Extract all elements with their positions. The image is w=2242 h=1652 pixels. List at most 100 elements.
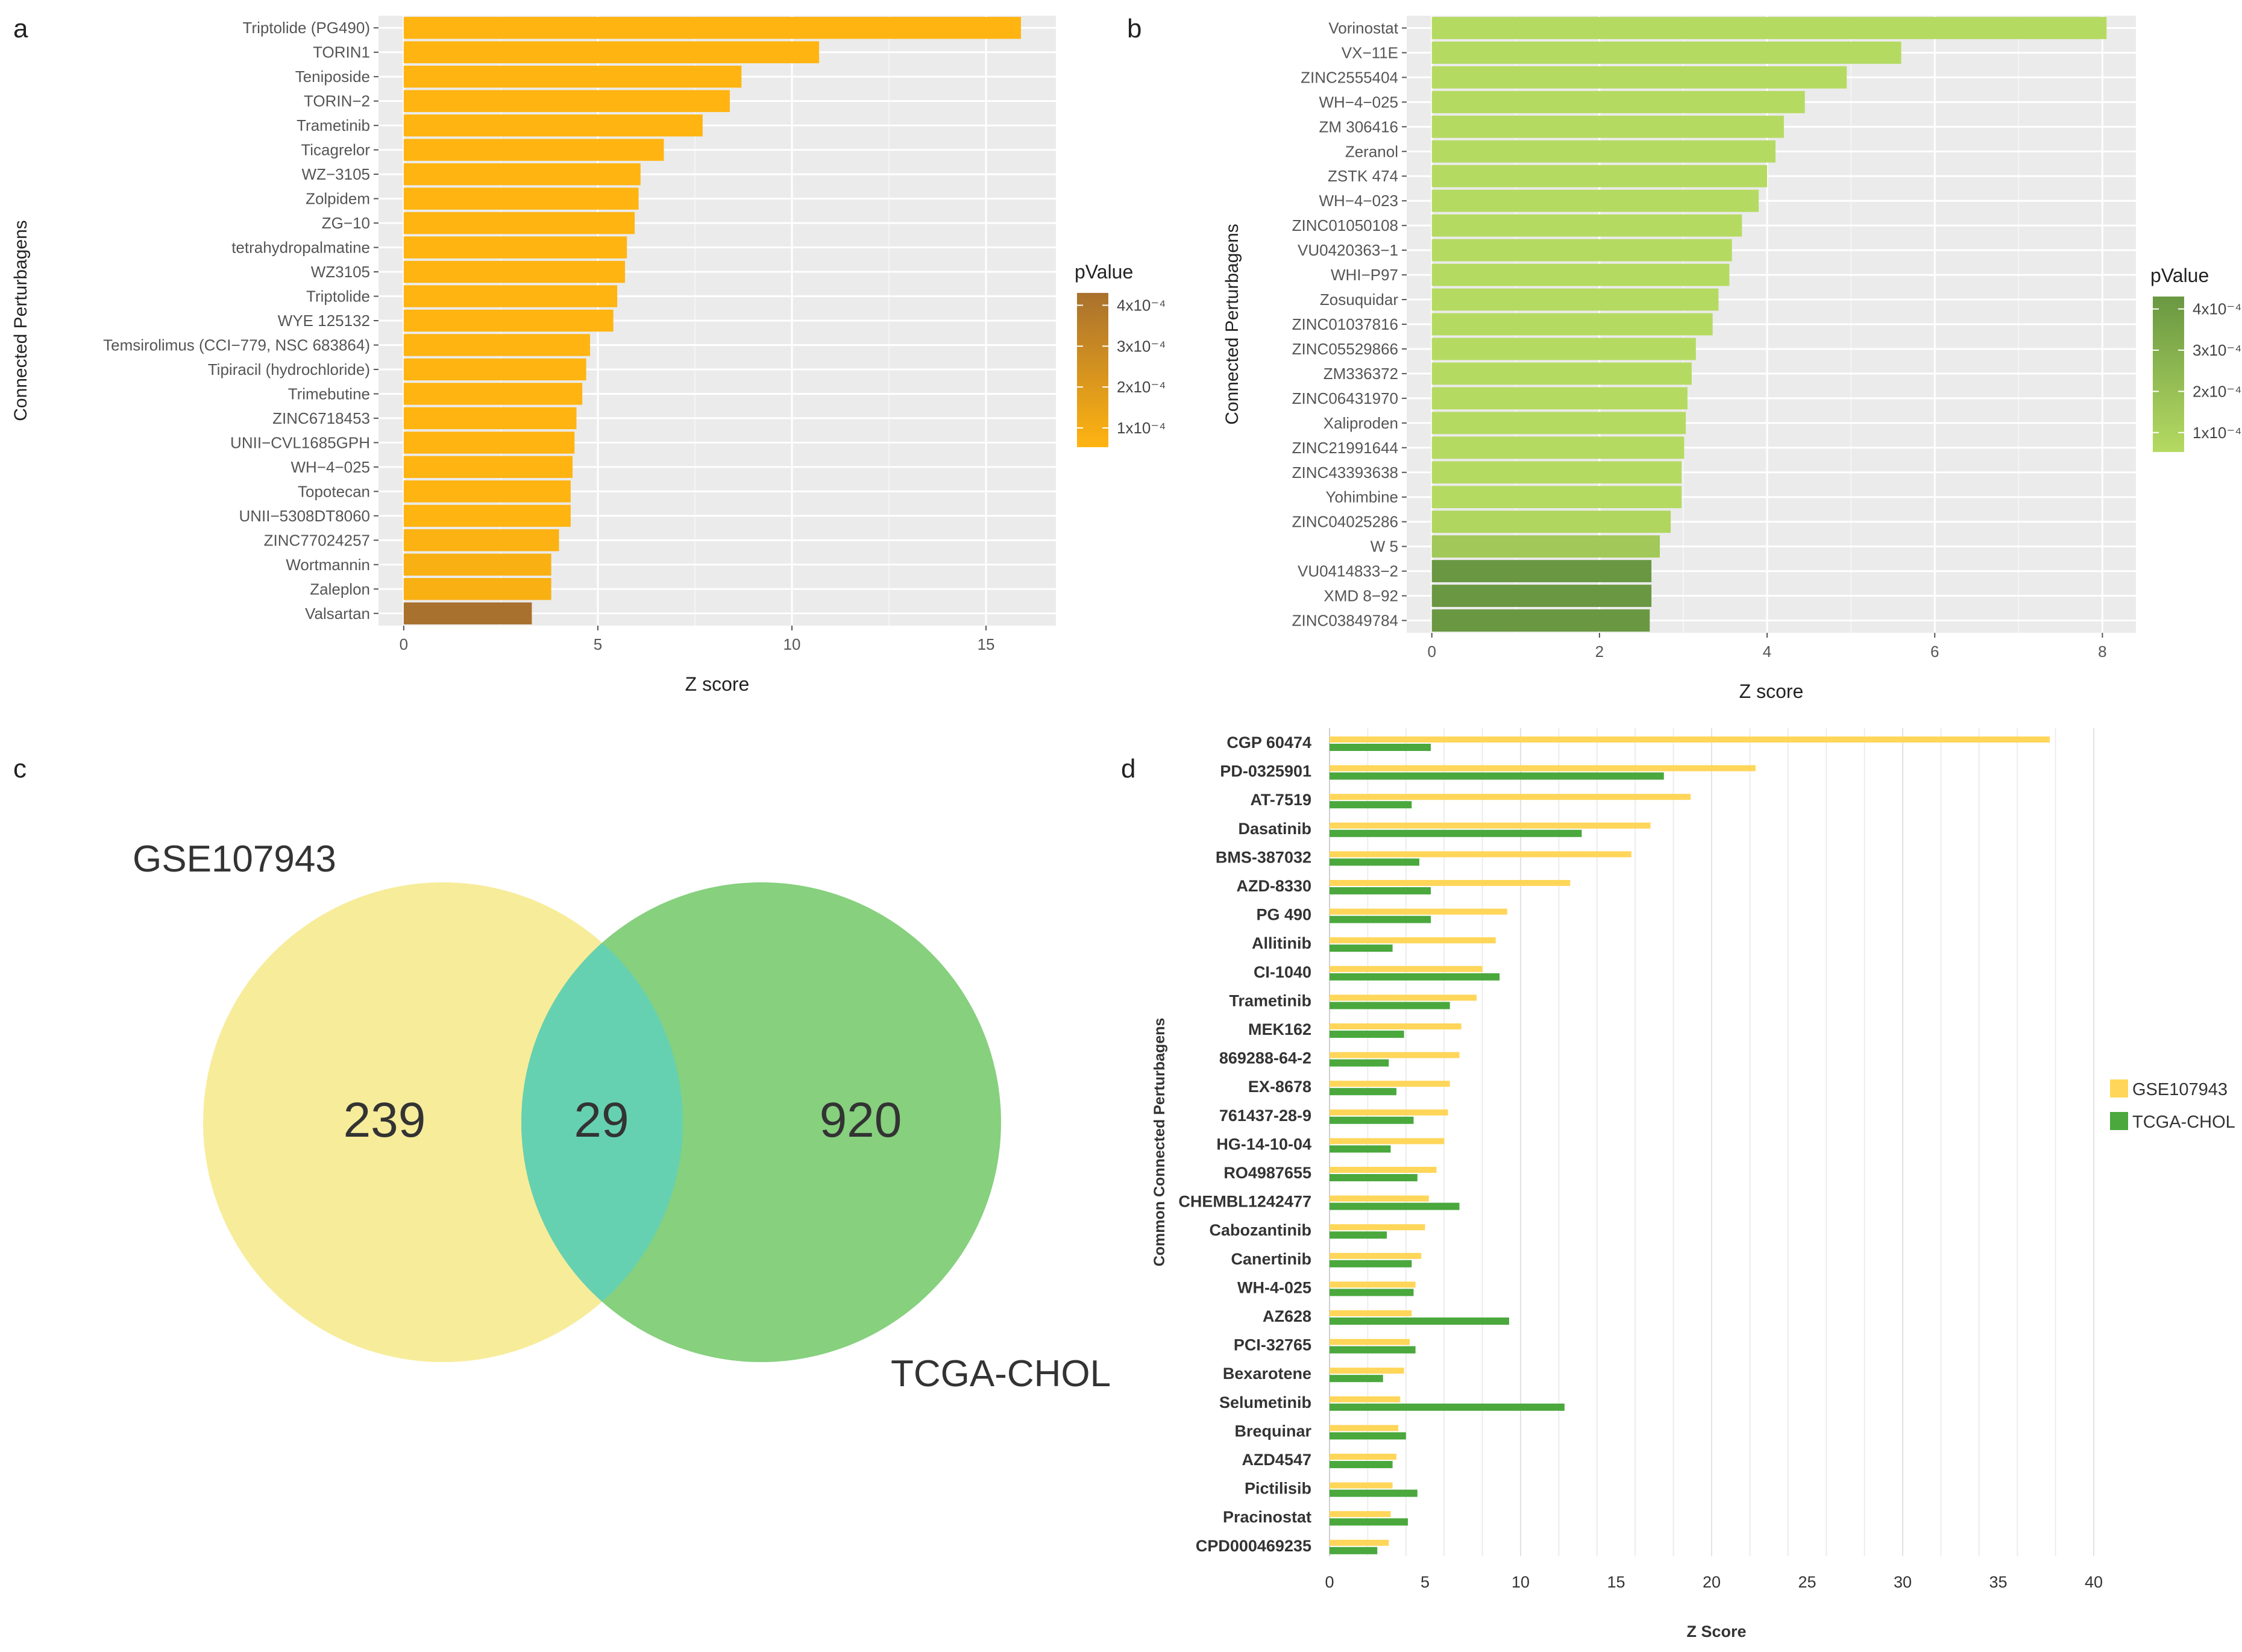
bar bbox=[1431, 66, 1847, 89]
bar bbox=[1431, 165, 1768, 187]
bar-tcga-chol bbox=[1330, 973, 1500, 981]
bar-tcga-chol bbox=[1330, 1547, 1378, 1554]
legend-label: TCGA-CHOL bbox=[2132, 1113, 2235, 1132]
x-tick-label: 15 bbox=[978, 635, 995, 653]
bar-tcga-chol bbox=[1330, 801, 1412, 809]
bar-tcga-chol bbox=[1330, 1174, 1418, 1181]
category-label: WZ−3105 bbox=[302, 165, 370, 183]
category-label: Wortmannin bbox=[286, 556, 370, 574]
bar bbox=[403, 309, 614, 332]
legend-label: 1x10⁻⁴ bbox=[1117, 419, 1166, 437]
bar bbox=[1431, 585, 1652, 607]
bar bbox=[403, 114, 703, 137]
category-label: Trametinib bbox=[1229, 991, 1311, 1010]
bar bbox=[403, 41, 820, 63]
bar bbox=[1431, 17, 2107, 39]
venn-label-tcga-chol: TCGA-CHOL bbox=[891, 1353, 1111, 1395]
panel-a: a Triptolide (PG490) TORIN1 Teniposide TORIN… bbox=[11, 14, 1166, 695]
bar-tcga-chol bbox=[1330, 1202, 1460, 1210]
legend-label: GSE107943 bbox=[2132, 1080, 2228, 1099]
x-tick-label: 5 bbox=[594, 635, 602, 653]
category-label: ZINC2555404 bbox=[1301, 68, 1398, 86]
category-label: TORIN1 bbox=[313, 43, 370, 61]
panel-letter-a: a bbox=[13, 14, 28, 43]
bar bbox=[1431, 412, 1686, 435]
category-label: Allitinib bbox=[1252, 934, 1311, 952]
category-label: Valsartan bbox=[305, 605, 370, 623]
bar-gse107943 bbox=[1330, 880, 1571, 886]
bar bbox=[403, 383, 583, 405]
bar-tcga-chol bbox=[1330, 1260, 1412, 1267]
bar bbox=[1431, 560, 1652, 583]
category-label: AZD4547 bbox=[1242, 1451, 1311, 1469]
x-tick-label: 6 bbox=[1930, 642, 1939, 661]
venn-count-overlap: 29 bbox=[574, 1093, 629, 1148]
bar-gse107943 bbox=[1330, 1252, 1422, 1259]
category-label: ZM 306416 bbox=[1319, 118, 1398, 136]
bar bbox=[1431, 510, 1671, 533]
category-label: Cabozantinib bbox=[1210, 1221, 1312, 1239]
bar bbox=[403, 90, 730, 112]
bar bbox=[403, 65, 742, 88]
category-label: 761437-28-9 bbox=[1219, 1107, 1311, 1125]
bar-gse107943 bbox=[1330, 1023, 1462, 1029]
bar-tcga-chol bbox=[1330, 772, 1664, 780]
category-label: ZG−10 bbox=[322, 214, 370, 232]
category-label: Trimebutine bbox=[288, 385, 370, 403]
category-label: ZINC21991644 bbox=[1292, 439, 1398, 457]
category-label: AZD-8330 bbox=[1236, 877, 1311, 895]
bar-tcga-chol bbox=[1330, 1145, 1391, 1153]
legend-swatch-gse107943 bbox=[2110, 1079, 2128, 1098]
bar-tcga-chol bbox=[1330, 1318, 1509, 1325]
category-label: AZ628 bbox=[1263, 1307, 1311, 1325]
bar-gse107943 bbox=[1330, 908, 1507, 915]
category-label: Yohimbine bbox=[1326, 488, 1398, 506]
x-tick-label: 40 bbox=[2085, 1573, 2103, 1591]
bar bbox=[1431, 461, 1682, 484]
category-label: Teniposide bbox=[295, 68, 370, 86]
category-label: Zolpidem bbox=[306, 190, 370, 208]
category-label: UNII−5308DT8060 bbox=[239, 507, 370, 525]
bar bbox=[403, 236, 627, 259]
category-label: ZINC43393638 bbox=[1292, 463, 1398, 482]
category-label: WH−4−025 bbox=[290, 458, 370, 476]
bar-gse107943 bbox=[1330, 1167, 1437, 1173]
category-label: PCI-32765 bbox=[1234, 1336, 1311, 1354]
bar-tcga-chol bbox=[1330, 1289, 1414, 1296]
category-label: HG-14-10-04 bbox=[1216, 1135, 1311, 1153]
bar-gse107943 bbox=[1330, 1368, 1404, 1374]
panel-letter-d: d bbox=[1121, 754, 1135, 784]
category-label: RO4987655 bbox=[1223, 1164, 1311, 1182]
category-label: Canertinib bbox=[1231, 1250, 1311, 1268]
legend-label: 4x10⁻⁴ bbox=[2193, 300, 2241, 318]
legend: pValue 4x10⁻⁴ 3x10⁻⁴ 2x10⁻⁴ 1x10⁻⁴ bbox=[2150, 265, 2241, 452]
bar bbox=[403, 260, 626, 283]
bar-gse107943 bbox=[1330, 1396, 1401, 1402]
legend-label: 3x10⁻⁴ bbox=[2193, 341, 2241, 359]
bar-tcga-chol bbox=[1330, 887, 1431, 894]
category-label: CHEMBL1242477 bbox=[1178, 1193, 1311, 1211]
category-label: Trametinib bbox=[297, 116, 370, 134]
bar bbox=[403, 456, 573, 479]
bar-tcga-chol bbox=[1330, 829, 1582, 837]
category-label: WYE 125132 bbox=[278, 312, 370, 330]
bar bbox=[1431, 338, 1696, 360]
bar bbox=[1431, 436, 1685, 459]
panel-b: b Vorinostat VX−11E ZINC2555404 WH−4−025 ZM 3… bbox=[1127, 14, 2241, 702]
bar-gse107943 bbox=[1330, 1310, 1412, 1316]
category-label: Temsirolimus (CCI−779, NSC 683864) bbox=[103, 336, 370, 354]
y-axis-label: Connected Perturbagens bbox=[1222, 224, 1242, 425]
legend: pValue 4x10⁻⁴ 3x10⁻⁴ 2x10⁻⁴ 1x10⁻⁴ bbox=[1075, 261, 1166, 447]
category-label: WH-4-025 bbox=[1237, 1278, 1311, 1296]
legend-label: 2x10⁻⁴ bbox=[2193, 382, 2241, 400]
category-label: Pictilisib bbox=[1245, 1480, 1311, 1498]
bar bbox=[403, 407, 577, 430]
legend-label: 1x10⁻⁴ bbox=[2193, 424, 2241, 442]
venn-label-gse107943: GSE107943 bbox=[133, 838, 336, 880]
category-label: VU0420363−1 bbox=[1298, 241, 1398, 259]
venn-count-left: 239 bbox=[344, 1093, 426, 1148]
category-label: Vorinostat bbox=[1328, 19, 1398, 37]
bar-gse107943 bbox=[1330, 1081, 1450, 1087]
category-label: Dasatinib bbox=[1238, 820, 1311, 838]
bar-tcga-chol bbox=[1330, 744, 1431, 751]
